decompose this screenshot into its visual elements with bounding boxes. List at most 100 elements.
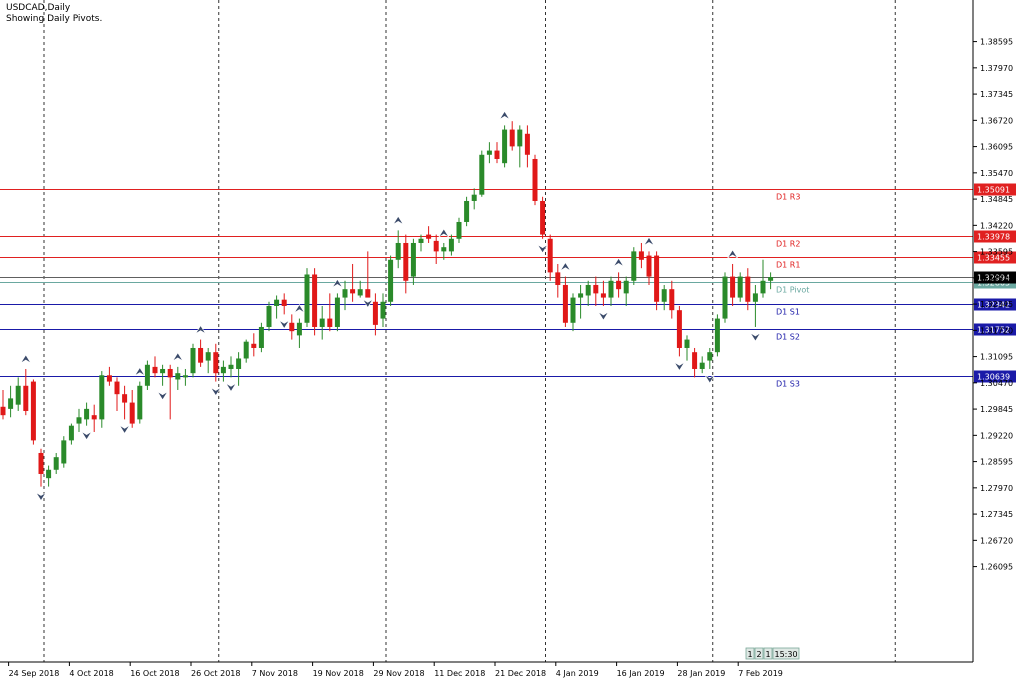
fractal-down-arrow — [278, 320, 290, 329]
candle-body — [585, 284, 591, 296]
bull-candle — [236, 352, 242, 386]
bull-candle — [274, 295, 280, 319]
candle-body — [760, 280, 766, 294]
candle-body — [517, 129, 523, 147]
candle-body — [426, 234, 432, 239]
y-tick-label: 1.35470 — [980, 169, 1013, 178]
bull-candle — [441, 242, 447, 260]
fractal-arrows — [20, 110, 761, 502]
bull-candle — [266, 301, 272, 332]
bear-candle — [562, 276, 568, 327]
bull-candle — [182, 368, 188, 386]
y-tick-label: 1.32345 — [980, 300, 1013, 309]
bottom-badges: 1 2 1 15:30 — [745, 647, 800, 660]
candle-body — [448, 238, 454, 252]
candle-body — [676, 310, 682, 348]
pivot-level-price-box — [974, 183, 1016, 196]
bull-candle — [585, 280, 591, 306]
candle-body — [540, 200, 546, 235]
candle-body — [737, 276, 743, 298]
candle-body — [289, 322, 295, 332]
bear-candle — [0, 389, 6, 420]
bear-candle — [129, 389, 135, 428]
bull-candle — [684, 335, 690, 361]
bull-candle — [714, 314, 720, 357]
bear-candle — [167, 364, 173, 420]
candle-body — [600, 293, 606, 298]
candle-body — [76, 417, 82, 424]
bull-candle — [296, 318, 302, 348]
fractal-up-arrow — [172, 352, 184, 362]
bull-candle — [342, 280, 348, 311]
pivot-level-price-box — [974, 298, 1016, 311]
x-tick-label: 26 Oct 2018 — [191, 669, 240, 678]
pivot-level-label: D1 R3 — [776, 193, 800, 202]
current-price-box — [974, 271, 1016, 284]
x-tick-label: 7 Nov 2018 — [252, 669, 298, 678]
bear-candle — [281, 293, 287, 315]
pivot-level-price: 1.33978 — [977, 233, 1010, 242]
bear-candle — [38, 448, 44, 487]
candle-body — [616, 280, 622, 290]
bear-candle — [365, 251, 371, 298]
fractal-up-arrow — [195, 325, 206, 334]
bull-candle — [61, 436, 67, 468]
bull-candle — [486, 142, 492, 164]
candle-body — [129, 402, 135, 424]
candle-body — [547, 238, 553, 273]
bear-candle — [532, 154, 538, 206]
candle-body — [220, 366, 226, 374]
candle-body — [68, 425, 74, 441]
candle-body — [106, 375, 112, 382]
candle-body — [410, 242, 416, 277]
y-tick-label: 1.29220 — [980, 431, 1013, 440]
candle-body — [243, 341, 249, 359]
bear-candle — [555, 263, 561, 298]
bear-candle — [676, 305, 682, 357]
candle-body — [350, 289, 356, 294]
bull-candle — [190, 343, 196, 378]
y-tick-label: 1.28595 — [980, 458, 1013, 467]
fractal-down-arrow — [81, 431, 92, 441]
candle-body — [479, 154, 485, 195]
bear-candle — [213, 343, 219, 382]
bull-candle — [395, 230, 401, 269]
candle-body — [84, 408, 90, 420]
fractal-down-arrow — [119, 425, 130, 434]
x-tick-label: 21 Dec 2018 — [495, 669, 546, 678]
fractal-down-arrow — [210, 387, 222, 397]
bull-candle — [53, 452, 59, 474]
y-tick-label: 1.36720 — [980, 116, 1013, 125]
period-separators — [43, 0, 896, 662]
bear-candle — [426, 226, 432, 243]
bull-candle — [707, 347, 713, 369]
candle-body — [464, 200, 470, 222]
fractal-up-arrow — [20, 354, 32, 364]
candle-body — [456, 221, 462, 239]
fractal-up-arrow — [727, 249, 738, 259]
y-tick-label: 1.34220 — [980, 221, 1013, 230]
y-tick-label: 1.34845 — [980, 195, 1013, 204]
x-tick-label: 16 Oct 2018 — [130, 669, 179, 678]
bull-candle — [768, 272, 774, 290]
candle-body — [730, 276, 736, 298]
bull-candle — [464, 196, 470, 227]
candle-body — [532, 158, 538, 201]
fractal-down-arrow — [225, 383, 237, 392]
candle-body — [631, 251, 637, 281]
bull-candle — [722, 272, 728, 323]
bull-candle — [137, 381, 143, 424]
bear-candle — [23, 368, 29, 416]
bull-candle — [228, 356, 234, 378]
candle-body — [692, 352, 698, 369]
fractal-up-arrow — [294, 304, 305, 313]
bear-candle — [494, 142, 500, 164]
bear-candle — [114, 377, 120, 411]
bull-candle — [760, 259, 766, 298]
fractal-up-arrow — [499, 110, 510, 120]
price-axis: 1.38595 1.37970 1.37345 1.36720 1.36095 1.354… — [972, 0, 1013, 662]
candle-body — [46, 469, 52, 479]
candle-body — [418, 238, 424, 243]
pivot-level-price-box — [974, 251, 1016, 264]
